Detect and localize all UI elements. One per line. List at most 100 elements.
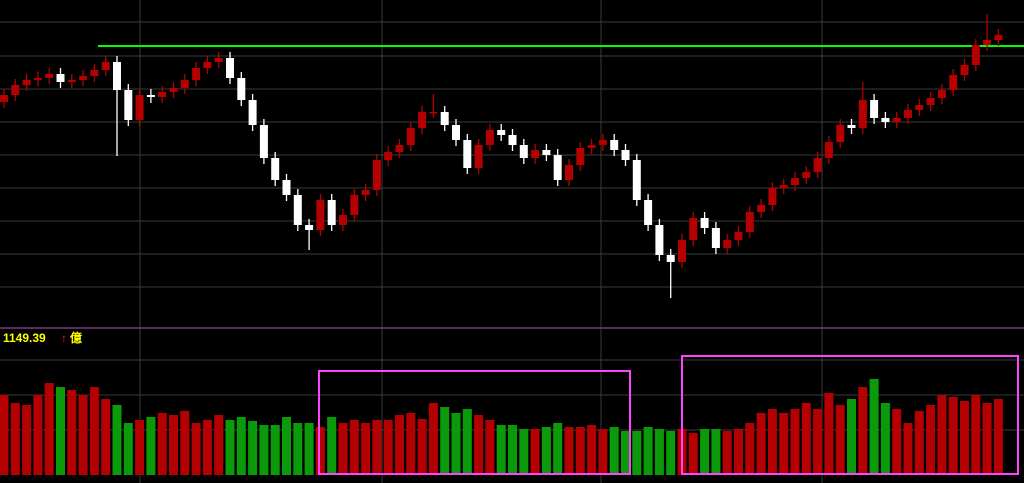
candle-body [214, 58, 223, 62]
candle-body [429, 112, 438, 114]
candle-body [282, 180, 291, 195]
candle-body [508, 135, 517, 145]
volume-bar [101, 399, 111, 475]
volume-bar [666, 431, 676, 475]
volume-bar [982, 403, 992, 475]
candle-body [700, 218, 709, 228]
candle-body [847, 125, 856, 128]
volume-bar [169, 415, 178, 475]
candle-body [271, 158, 280, 180]
volume-bar [315, 427, 325, 475]
volume-bar [259, 425, 269, 475]
volume-bar [56, 387, 65, 475]
candle-body [305, 225, 314, 230]
highlight-box [681, 355, 1019, 475]
volume-bar [564, 427, 574, 475]
volume-bar [734, 429, 743, 475]
volume-bar [225, 420, 235, 475]
volume-unit: 億 [70, 330, 82, 345]
volume-bar [293, 423, 303, 475]
candle-body [67, 80, 76, 82]
volume-bar [383, 420, 393, 475]
volume-bar [621, 431, 630, 475]
volume-bar [508, 425, 517, 475]
candle-body [813, 158, 822, 172]
volume-bar [67, 390, 77, 475]
candle-body [56, 74, 65, 82]
candle-body [971, 45, 980, 65]
candle-body [452, 125, 460, 140]
candle-body [937, 90, 946, 98]
candle-body [904, 110, 912, 118]
volume-arrow: ↑ [61, 331, 67, 345]
candle-body [350, 195, 359, 215]
volume-bar [553, 423, 563, 475]
volume-bar [417, 419, 427, 475]
volume-bar [779, 413, 789, 475]
candle-body [531, 150, 540, 158]
volume-bar [880, 403, 890, 475]
volume-bar [767, 409, 777, 475]
candle-body [881, 118, 890, 122]
volume-bar [756, 413, 766, 475]
candle-body [384, 152, 393, 160]
volume-bar [428, 403, 438, 475]
volume-bar [395, 415, 404, 475]
candle-body [949, 75, 958, 90]
volume-bar [157, 413, 167, 475]
volume-bar [135, 420, 145, 475]
volume-bar [451, 413, 461, 475]
candle-body [11, 85, 20, 95]
candle-body [22, 80, 31, 85]
volume-bar [993, 399, 1003, 475]
volume-bar [824, 393, 834, 475]
candle-body [361, 190, 370, 195]
candle-body [0, 95, 8, 102]
candle-body [440, 112, 449, 125]
volume-bar [33, 395, 43, 475]
volume-bar [349, 420, 359, 475]
candle-body [734, 232, 743, 240]
volume-bar [903, 423, 913, 475]
candle-body [892, 118, 901, 122]
volume-bar [835, 405, 845, 475]
volume-bar [745, 423, 755, 475]
candle-body [226, 58, 234, 78]
volume-bar [0, 395, 9, 475]
candle-body [576, 148, 585, 165]
volume-bar [813, 409, 823, 475]
candle-body [203, 62, 212, 68]
candle-body [678, 240, 686, 262]
volume-bar [643, 427, 653, 475]
candle-body [406, 128, 415, 145]
candle-body [180, 80, 189, 88]
volume-bar [361, 423, 371, 475]
candle-body [610, 140, 619, 150]
volume-bar [869, 379, 879, 475]
volume-bar [44, 383, 54, 475]
candle-body [757, 205, 766, 212]
volume-bar [790, 409, 800, 475]
volume-bar [575, 427, 585, 475]
candle-body [293, 195, 302, 225]
volume-bar [609, 427, 619, 475]
marks [0, 14, 1024, 475]
candle-body [519, 145, 528, 158]
candle-body [146, 95, 155, 97]
volume-bar [632, 431, 642, 475]
volume-bar [485, 420, 495, 475]
candle-body [836, 125, 845, 142]
volume-bar [338, 423, 348, 475]
volume-bar [22, 405, 32, 475]
candle-body [553, 155, 562, 180]
volume-bar [146, 417, 156, 475]
candle-body [994, 35, 1003, 40]
volume-bar [948, 397, 958, 475]
volume-bar [971, 395, 981, 475]
candle-body [192, 68, 201, 80]
volume-bar [372, 420, 382, 475]
volume-bar [700, 429, 710, 475]
volume-bar [10, 403, 20, 475]
candle-body [101, 62, 110, 70]
